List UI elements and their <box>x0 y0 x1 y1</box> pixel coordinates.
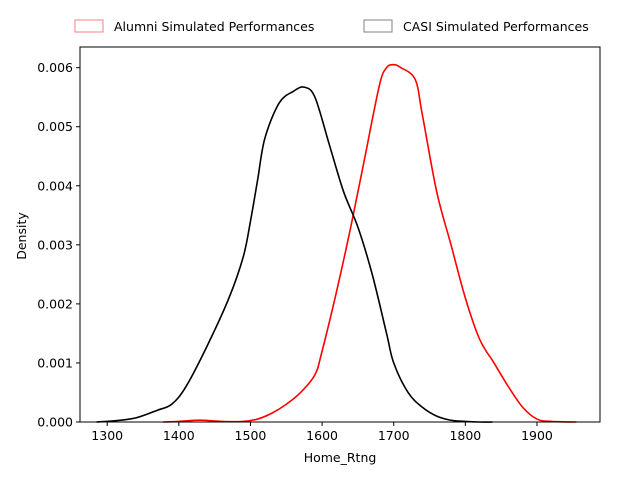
x-tick-label: 1600 <box>306 428 338 443</box>
x-tick-label: 1500 <box>235 428 267 443</box>
x-tick-label: 1400 <box>163 428 195 443</box>
y-tick-label: 0.004 <box>37 178 73 193</box>
legend-label-alumni: Alumni Simulated Performances <box>114 19 314 34</box>
legend-label-casi: CASI Simulated Performances <box>403 19 589 34</box>
y-axis: 0.000 0.001 0.002 0.003 0.004 0.005 0.006 <box>37 60 80 430</box>
legend-swatch-alumni <box>74 19 104 33</box>
x-axis: 1300 1400 1500 1600 1700 1800 1900 <box>91 422 553 443</box>
x-tick-label: 1700 <box>378 428 410 443</box>
y-tick-label: 0.006 <box>37 60 73 75</box>
y-tick-label: 0.000 <box>37 415 73 430</box>
y-tick-label: 0.002 <box>37 296 73 311</box>
plot-frame <box>79 46 601 423</box>
x-axis-label: Home_Rtng <box>304 450 377 465</box>
y-axis-label: Density <box>14 212 29 260</box>
x-tick-label: 1300 <box>91 428 123 443</box>
x-tick-label: 1800 <box>449 428 481 443</box>
series-layer <box>96 63 577 423</box>
x-tick-label: 1900 <box>521 428 553 443</box>
y-tick-label: 0.003 <box>37 237 73 252</box>
legend: Alumni Simulated Performances CASI Simul… <box>74 19 589 34</box>
y-tick-label: 0.005 <box>37 119 73 134</box>
legend-swatch-casi <box>363 19 393 33</box>
y-tick-label: 0.001 <box>37 355 73 370</box>
series-line-alumni <box>163 63 577 423</box>
series-line-casi <box>96 86 493 423</box>
